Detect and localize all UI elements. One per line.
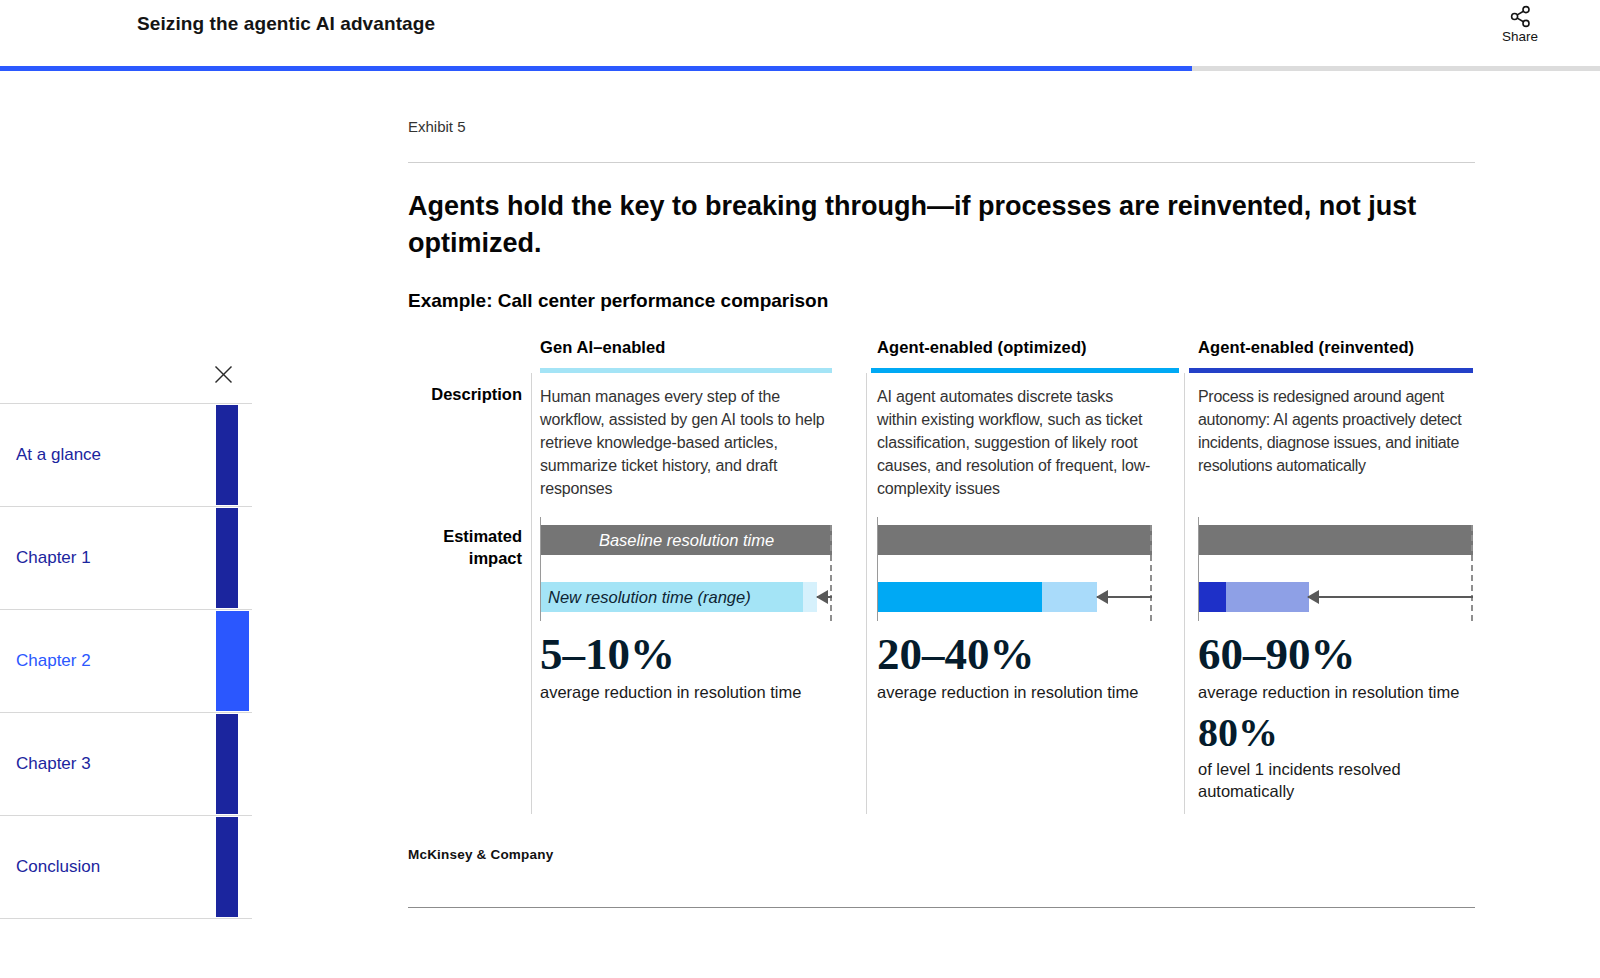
sidebar-item-conclusion[interactable]: Conclusion	[0, 815, 252, 919]
sidebar-item-chapter-2[interactable]: Chapter 2	[0, 609, 252, 712]
impact-chart	[1198, 525, 1473, 621]
sidebar-item-label: Chapter 2	[16, 651, 91, 671]
range-arrow	[1097, 596, 1152, 598]
baseline-extent-dashed-line	[1471, 525, 1473, 621]
column-header: Gen AI–enabled	[540, 338, 832, 368]
sidebar-item-label: Chapter 1	[16, 548, 91, 568]
reduction-stat: 20–40%	[877, 630, 1152, 678]
sidebar-item-label: Conclusion	[16, 857, 100, 877]
baseline-extent-dashed-line	[830, 525, 832, 621]
sidebar-item-chapter-3[interactable]: Chapter 3	[0, 712, 252, 815]
sidebar-item-chapter-1[interactable]: Chapter 1	[0, 506, 252, 609]
column-description: Process is redesigned around agent auton…	[1198, 385, 1473, 525]
row-label-estimated-impact: Estimated impact	[408, 525, 522, 569]
row-label-description: Description	[408, 385, 522, 525]
baseline-bar-label: Baseline resolution time	[599, 531, 774, 550]
range-arrow	[817, 596, 832, 598]
column-agent-enabled-reinvented: Agent-enabled (reinvented) Process is re…	[1184, 338, 1475, 814]
reduction-stat: 60–90%	[1198, 630, 1473, 678]
chapter-progress-bar	[216, 714, 238, 814]
chapter-progress-bar	[216, 405, 238, 505]
new-bar-range-segment	[1226, 582, 1308, 612]
new-bar-solid-segment	[1199, 582, 1226, 612]
mckinsey-company-signature: McKinsey & Company	[408, 847, 1475, 862]
exhibit-container: Exhibit 5 Agents hold the key to breakin…	[408, 118, 1475, 908]
share-icon	[1494, 5, 1546, 28]
exhibit-top-divider	[408, 162, 1475, 163]
close-icon	[213, 371, 234, 388]
exhibit-number: Exhibit 5	[408, 118, 1475, 135]
impact-chart	[877, 525, 1152, 621]
exhibit-headline: Agents hold the key to breaking through—…	[408, 188, 1453, 262]
reduction-stat-caption: average reduction in resolution time	[1198, 681, 1473, 703]
range-arrow	[1308, 596, 1473, 598]
baseline-bar	[1199, 525, 1473, 555]
share-label: Share	[1494, 29, 1546, 44]
new-bar-solid-segment	[878, 582, 1042, 612]
reduction-stat-caption: average reduction in resolution time	[877, 681, 1152, 703]
new-bar-range-segment	[803, 582, 818, 612]
baseline-bar: Baseline resolution time	[541, 525, 832, 555]
column-accent-underline	[540, 368, 832, 373]
sidebar-item-label: At a glance	[16, 445, 101, 465]
column-accent-underline	[871, 368, 1179, 373]
new-resolution-bar: New resolution time (range)	[541, 582, 832, 612]
sidebar-close-button[interactable]	[213, 364, 235, 386]
new-bar-label: New resolution time (range)	[548, 582, 751, 612]
column-description: Human manages every step of the workflow…	[540, 385, 832, 525]
article-title: Seizing the agentic AI advantage	[137, 13, 435, 35]
baseline-bar	[878, 525, 1152, 555]
reduction-stat: 5–10%	[540, 630, 832, 678]
row-label-column: Description Estimated impact	[408, 338, 522, 814]
page: Seizing the agentic AI advantage Share	[0, 0, 1600, 978]
chapter-nav: At a glance Chapter 1 Chapter 2 Chapter …	[0, 403, 252, 919]
chapter-progress-bar	[216, 508, 238, 608]
comparison-table: Description Estimated impact Gen AI–enab…	[408, 338, 1475, 814]
reading-progress-fill	[0, 66, 1192, 71]
impact-chart: Baseline resolution time New resolution …	[540, 525, 832, 621]
sidebar-item-label: Chapter 3	[16, 754, 91, 774]
column-gen-ai-enabled: Gen AI–enabled Human manages every step …	[531, 338, 866, 814]
chapter-progress-bar	[216, 817, 238, 917]
reading-progress-track	[0, 66, 1600, 71]
baseline-extent-dashed-line	[1150, 525, 1152, 621]
top-header: Seizing the agentic AI advantage Share	[0, 0, 1600, 66]
share-button[interactable]: Share	[1494, 5, 1546, 44]
column-description: AI agent automates discrete tasks within…	[877, 385, 1152, 525]
new-bar-range-segment	[1042, 582, 1097, 612]
column-header: Agent-enabled (optimized)	[877, 338, 1152, 368]
automation-stat: 80%	[1198, 712, 1473, 754]
exhibit-subtitle: Example: Call center performance compari…	[408, 290, 1475, 312]
sidebar-item-at-a-glance[interactable]: At a glance	[0, 403, 252, 506]
column-agent-enabled-optimized: Agent-enabled (optimized) AI agent autom…	[866, 338, 1184, 814]
exhibit-bottom-divider	[408, 907, 1475, 908]
column-accent-underline	[1189, 368, 1473, 373]
column-header: Agent-enabled (reinvented)	[1198, 338, 1473, 368]
chapter-progress-bar-active	[216, 611, 249, 711]
automation-stat-caption: of level 1 incidents resolved automatica…	[1198, 758, 1438, 802]
reduction-stat-caption: average reduction in resolution time	[540, 681, 832, 703]
